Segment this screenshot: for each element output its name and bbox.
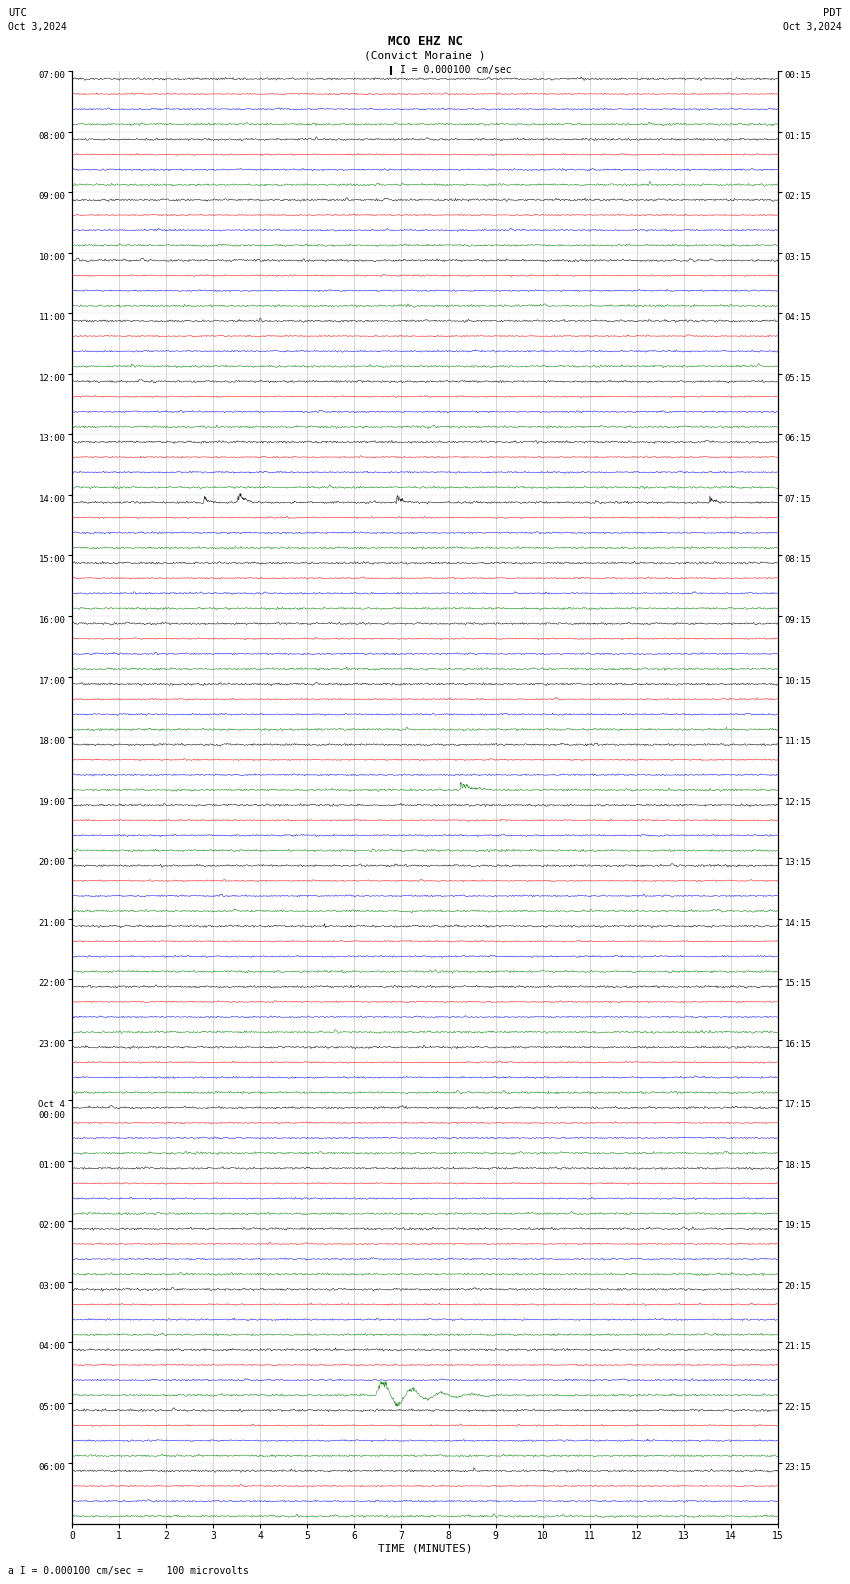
Text: I = 0.000100 cm/sec: I = 0.000100 cm/sec [400, 65, 511, 74]
Text: PDT: PDT [823, 8, 842, 17]
Text: MCO EHZ NC: MCO EHZ NC [388, 35, 462, 48]
Text: Oct 3,2024: Oct 3,2024 [8, 22, 67, 32]
Text: Oct 3,2024: Oct 3,2024 [783, 22, 842, 32]
Text: UTC: UTC [8, 8, 27, 17]
Text: a I = 0.000100 cm/sec =    100 microvolts: a I = 0.000100 cm/sec = 100 microvolts [8, 1567, 249, 1576]
X-axis label: TIME (MINUTES): TIME (MINUTES) [377, 1543, 473, 1554]
Text: (Convict Moraine ): (Convict Moraine ) [365, 51, 485, 60]
